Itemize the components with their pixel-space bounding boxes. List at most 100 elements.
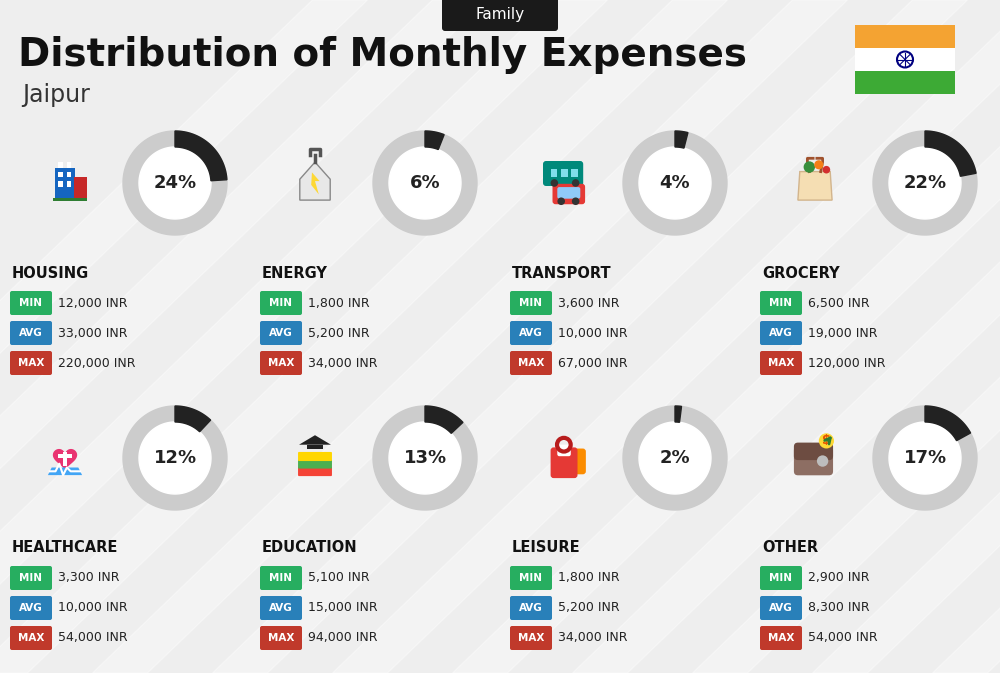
- Text: 120,000 INR: 120,000 INR: [808, 357, 886, 369]
- Text: Distribution of Monthly Expenses: Distribution of Monthly Expenses: [18, 36, 747, 74]
- Text: MAX: MAX: [518, 358, 544, 368]
- FancyBboxPatch shape: [298, 452, 332, 461]
- Polygon shape: [53, 449, 77, 471]
- Polygon shape: [675, 131, 688, 148]
- Text: MAX: MAX: [768, 633, 794, 643]
- Bar: [551, 169, 557, 177]
- Text: 13%: 13%: [403, 449, 447, 467]
- Text: EDUCATION: EDUCATION: [262, 540, 358, 555]
- Polygon shape: [623, 131, 727, 235]
- Polygon shape: [623, 406, 727, 510]
- Circle shape: [819, 433, 834, 448]
- FancyBboxPatch shape: [260, 596, 302, 620]
- Text: MIN: MIN: [770, 298, 792, 308]
- Text: 17%: 17%: [903, 449, 947, 467]
- FancyBboxPatch shape: [10, 566, 52, 590]
- Text: 2,900 INR: 2,900 INR: [808, 571, 870, 584]
- FancyBboxPatch shape: [10, 596, 52, 620]
- Text: HEALTHCARE: HEALTHCARE: [12, 540, 118, 555]
- FancyBboxPatch shape: [794, 443, 833, 460]
- Text: 34,000 INR: 34,000 INR: [308, 357, 378, 369]
- FancyBboxPatch shape: [760, 596, 802, 620]
- Text: 54,000 INR: 54,000 INR: [808, 631, 878, 645]
- Polygon shape: [373, 406, 477, 510]
- Text: AVG: AVG: [769, 603, 793, 613]
- Text: LEISURE: LEISURE: [512, 540, 581, 555]
- Text: 54,000 INR: 54,000 INR: [58, 631, 128, 645]
- Bar: [561, 169, 568, 177]
- Text: MIN: MIN: [270, 298, 292, 308]
- Text: Family: Family: [475, 7, 525, 22]
- Text: 2%: 2%: [660, 449, 690, 467]
- Text: AVG: AVG: [19, 328, 43, 338]
- FancyBboxPatch shape: [543, 161, 583, 186]
- FancyBboxPatch shape: [260, 351, 302, 375]
- Polygon shape: [175, 406, 211, 432]
- Bar: [855, 25, 955, 48]
- Text: 24%: 24%: [153, 174, 197, 192]
- Polygon shape: [639, 422, 711, 494]
- Polygon shape: [123, 406, 227, 510]
- Polygon shape: [692, 0, 1000, 673]
- Polygon shape: [175, 131, 227, 181]
- Text: 67,000 INR: 67,000 INR: [558, 357, 628, 369]
- FancyBboxPatch shape: [510, 321, 552, 345]
- Text: 12,000 INR: 12,000 INR: [58, 297, 128, 310]
- Text: 1,800 INR: 1,800 INR: [308, 297, 370, 310]
- Text: AVG: AVG: [269, 328, 293, 338]
- Polygon shape: [812, 0, 1000, 673]
- Bar: [58, 162, 63, 168]
- Text: 12%: 12%: [153, 449, 197, 467]
- FancyBboxPatch shape: [510, 351, 552, 375]
- Text: 22%: 22%: [903, 174, 947, 192]
- Text: MAX: MAX: [18, 633, 44, 643]
- Text: AVG: AVG: [519, 328, 543, 338]
- Polygon shape: [873, 131, 977, 235]
- Text: 5,100 INR: 5,100 INR: [308, 571, 370, 584]
- Text: MAX: MAX: [768, 358, 794, 368]
- Text: MIN: MIN: [20, 298, 42, 308]
- Text: AVG: AVG: [269, 603, 293, 613]
- Text: MIN: MIN: [520, 298, 542, 308]
- Polygon shape: [0, 0, 608, 673]
- Circle shape: [572, 197, 579, 205]
- FancyBboxPatch shape: [557, 187, 580, 199]
- Text: MAX: MAX: [518, 633, 544, 643]
- Bar: [58, 454, 72, 458]
- Polygon shape: [332, 0, 1000, 673]
- FancyBboxPatch shape: [552, 184, 585, 204]
- Text: MIN: MIN: [20, 573, 42, 583]
- Polygon shape: [139, 147, 211, 219]
- Polygon shape: [0, 0, 728, 673]
- Polygon shape: [639, 147, 711, 219]
- Bar: [855, 71, 955, 94]
- Polygon shape: [925, 131, 976, 176]
- Circle shape: [551, 179, 558, 187]
- FancyBboxPatch shape: [794, 446, 833, 475]
- FancyBboxPatch shape: [557, 445, 571, 456]
- Polygon shape: [675, 406, 682, 422]
- Text: 8,300 INR: 8,300 INR: [808, 602, 870, 614]
- Polygon shape: [48, 468, 82, 475]
- FancyBboxPatch shape: [10, 291, 52, 315]
- Polygon shape: [452, 0, 1000, 673]
- FancyBboxPatch shape: [510, 596, 552, 620]
- Text: 19,000 INR: 19,000 INR: [808, 326, 878, 339]
- FancyBboxPatch shape: [510, 626, 552, 650]
- FancyBboxPatch shape: [760, 626, 802, 650]
- Bar: [855, 48, 955, 71]
- Bar: [307, 445, 323, 448]
- FancyBboxPatch shape: [260, 291, 302, 315]
- Text: MAX: MAX: [268, 633, 294, 643]
- FancyBboxPatch shape: [10, 626, 52, 650]
- Bar: [55, 168, 75, 200]
- Circle shape: [823, 166, 830, 174]
- Bar: [74, 177, 87, 200]
- FancyBboxPatch shape: [260, 321, 302, 345]
- Polygon shape: [311, 172, 320, 194]
- Text: MIN: MIN: [520, 573, 542, 583]
- FancyBboxPatch shape: [760, 566, 802, 590]
- FancyBboxPatch shape: [760, 351, 802, 375]
- Bar: [571, 169, 578, 177]
- Bar: [67, 172, 71, 177]
